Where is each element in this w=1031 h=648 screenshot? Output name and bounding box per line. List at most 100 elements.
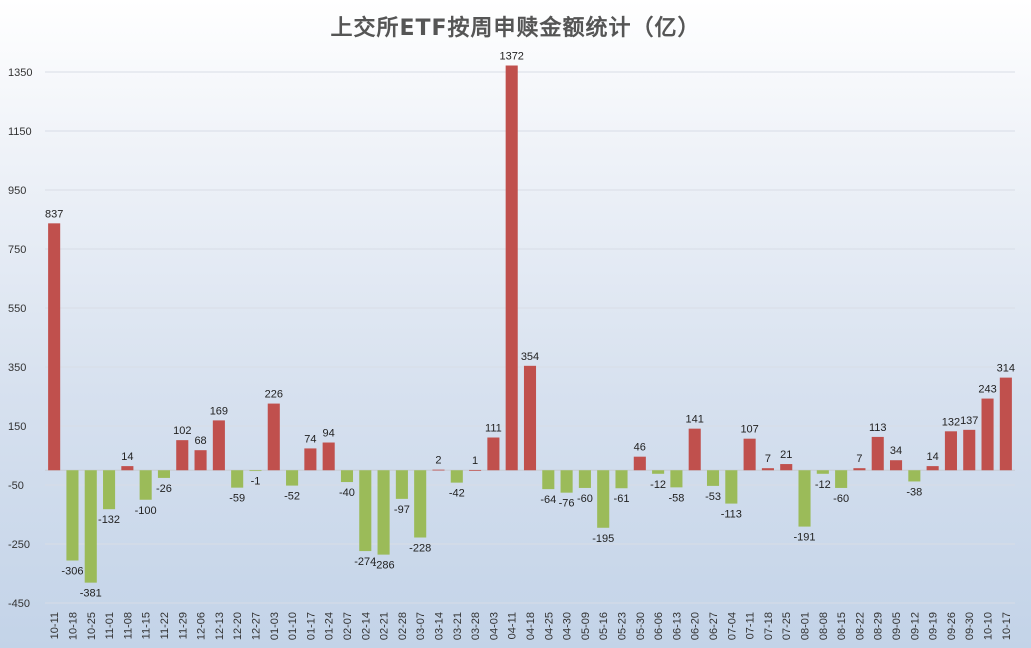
data-label: 314: [997, 363, 1015, 375]
data-label: 132: [942, 416, 960, 428]
data-label: 1: [472, 455, 478, 467]
bar: [231, 470, 244, 488]
data-label: 141: [686, 414, 704, 426]
data-label: 46: [634, 442, 646, 454]
bar: [450, 470, 463, 483]
data-label: -42: [449, 488, 465, 500]
x-tick-label: 07-04: [726, 612, 738, 640]
x-tick-label: 02-21: [379, 612, 391, 640]
y-tick-label: 1350: [8, 67, 32, 79]
data-label: 354: [521, 351, 539, 363]
y-tick-label: 150: [8, 421, 26, 433]
data-label: 14: [121, 451, 133, 463]
x-tick-label: 09-05: [891, 612, 903, 640]
chart-title: 上交所ETF按周申赎金额统计（亿）: [330, 16, 701, 41]
y-tick-label: 550: [8, 303, 26, 315]
data-label: -12: [815, 479, 831, 491]
bar: [377, 470, 390, 555]
x-tick-label: 11-08: [122, 612, 134, 639]
bar: [139, 470, 152, 500]
bar: [908, 470, 921, 482]
x-tick-label: 08-22: [854, 612, 866, 640]
x-tick-label: 10-18: [67, 612, 79, 640]
data-label: 7: [765, 453, 771, 465]
data-label: -59: [229, 493, 245, 505]
x-tick-label: 02-28: [397, 612, 409, 640]
x-tick-label: 08-15: [836, 612, 848, 640]
bar: [816, 470, 829, 474]
y-tick-label: -250: [8, 539, 30, 551]
data-label: 113: [869, 422, 887, 434]
data-label: -113: [721, 509, 742, 521]
bar: [981, 398, 994, 471]
bar: [835, 470, 848, 488]
bar: [322, 442, 335, 471]
x-tick-label: 04-25: [543, 612, 555, 640]
bar: [176, 440, 189, 471]
x-tick-label: 10-11: [49, 612, 61, 639]
x-tick-label: 08-08: [818, 612, 830, 640]
bar: [944, 431, 957, 471]
x-tick-label: 09-26: [946, 612, 958, 640]
bar: [194, 450, 207, 471]
data-label: 14: [927, 451, 939, 463]
data-label: 7: [856, 453, 862, 465]
bar: [578, 470, 591, 488]
x-tick-label: 05-09: [580, 612, 592, 640]
bar: [560, 470, 573, 493]
data-label: -1: [251, 476, 261, 488]
x-tick-label: 06-06: [653, 612, 665, 640]
x-tick-label: 11-22: [159, 612, 171, 639]
bar: [798, 470, 811, 527]
bar: [853, 468, 866, 471]
data-label: -64: [540, 494, 556, 506]
bar: [395, 470, 408, 499]
bar: [84, 470, 97, 583]
data-label: 169: [210, 405, 228, 417]
bar: [926, 466, 939, 471]
x-tick-label: 01-10: [287, 612, 299, 640]
data-label: -191: [794, 532, 816, 544]
x-tick-label: 03-28: [470, 612, 482, 640]
bar: [249, 470, 262, 472]
bar: [633, 456, 646, 471]
bar: [414, 470, 427, 538]
bar: [725, 470, 738, 504]
bar: [212, 420, 225, 471]
data-label: -12: [650, 479, 666, 491]
bar: [963, 429, 976, 471]
data-label: 107: [740, 424, 758, 436]
x-tick-label: 02-14: [360, 612, 372, 640]
data-label: -26: [156, 483, 172, 495]
y-tick-label: 750: [8, 244, 26, 256]
data-label: -306: [61, 566, 83, 578]
x-tick-label: 05-16: [598, 612, 610, 640]
data-label: 226: [265, 389, 283, 401]
bar: [432, 469, 445, 471]
data-label: -97: [394, 504, 410, 516]
data-label: -53: [705, 491, 721, 503]
x-tick-label: 10-10: [983, 612, 995, 640]
bar: [66, 470, 79, 561]
x-tick-label: 07-25: [781, 612, 793, 640]
data-label: 243: [978, 384, 996, 396]
bar: [157, 470, 171, 478]
x-tick-label: 06-13: [671, 612, 683, 640]
x-tick-label: 07-18: [763, 612, 775, 640]
bar: [542, 470, 555, 490]
data-label: 1372: [499, 51, 523, 63]
data-label: 21: [780, 449, 792, 461]
data-label: -60: [833, 493, 849, 505]
x-tick-label: 05-23: [617, 612, 629, 640]
x-tick-label: 02-07: [342, 612, 354, 640]
bar: [889, 460, 903, 471]
bar: [615, 470, 628, 489]
data-label: -40: [339, 487, 355, 499]
data-label: -52: [284, 491, 300, 503]
x-tick-label: 11-29: [177, 612, 189, 639]
data-label: 74: [304, 433, 316, 445]
bar: [761, 468, 774, 471]
x-tick-label: 10-25: [86, 612, 98, 640]
x-tick-label: 04-11: [507, 612, 519, 639]
